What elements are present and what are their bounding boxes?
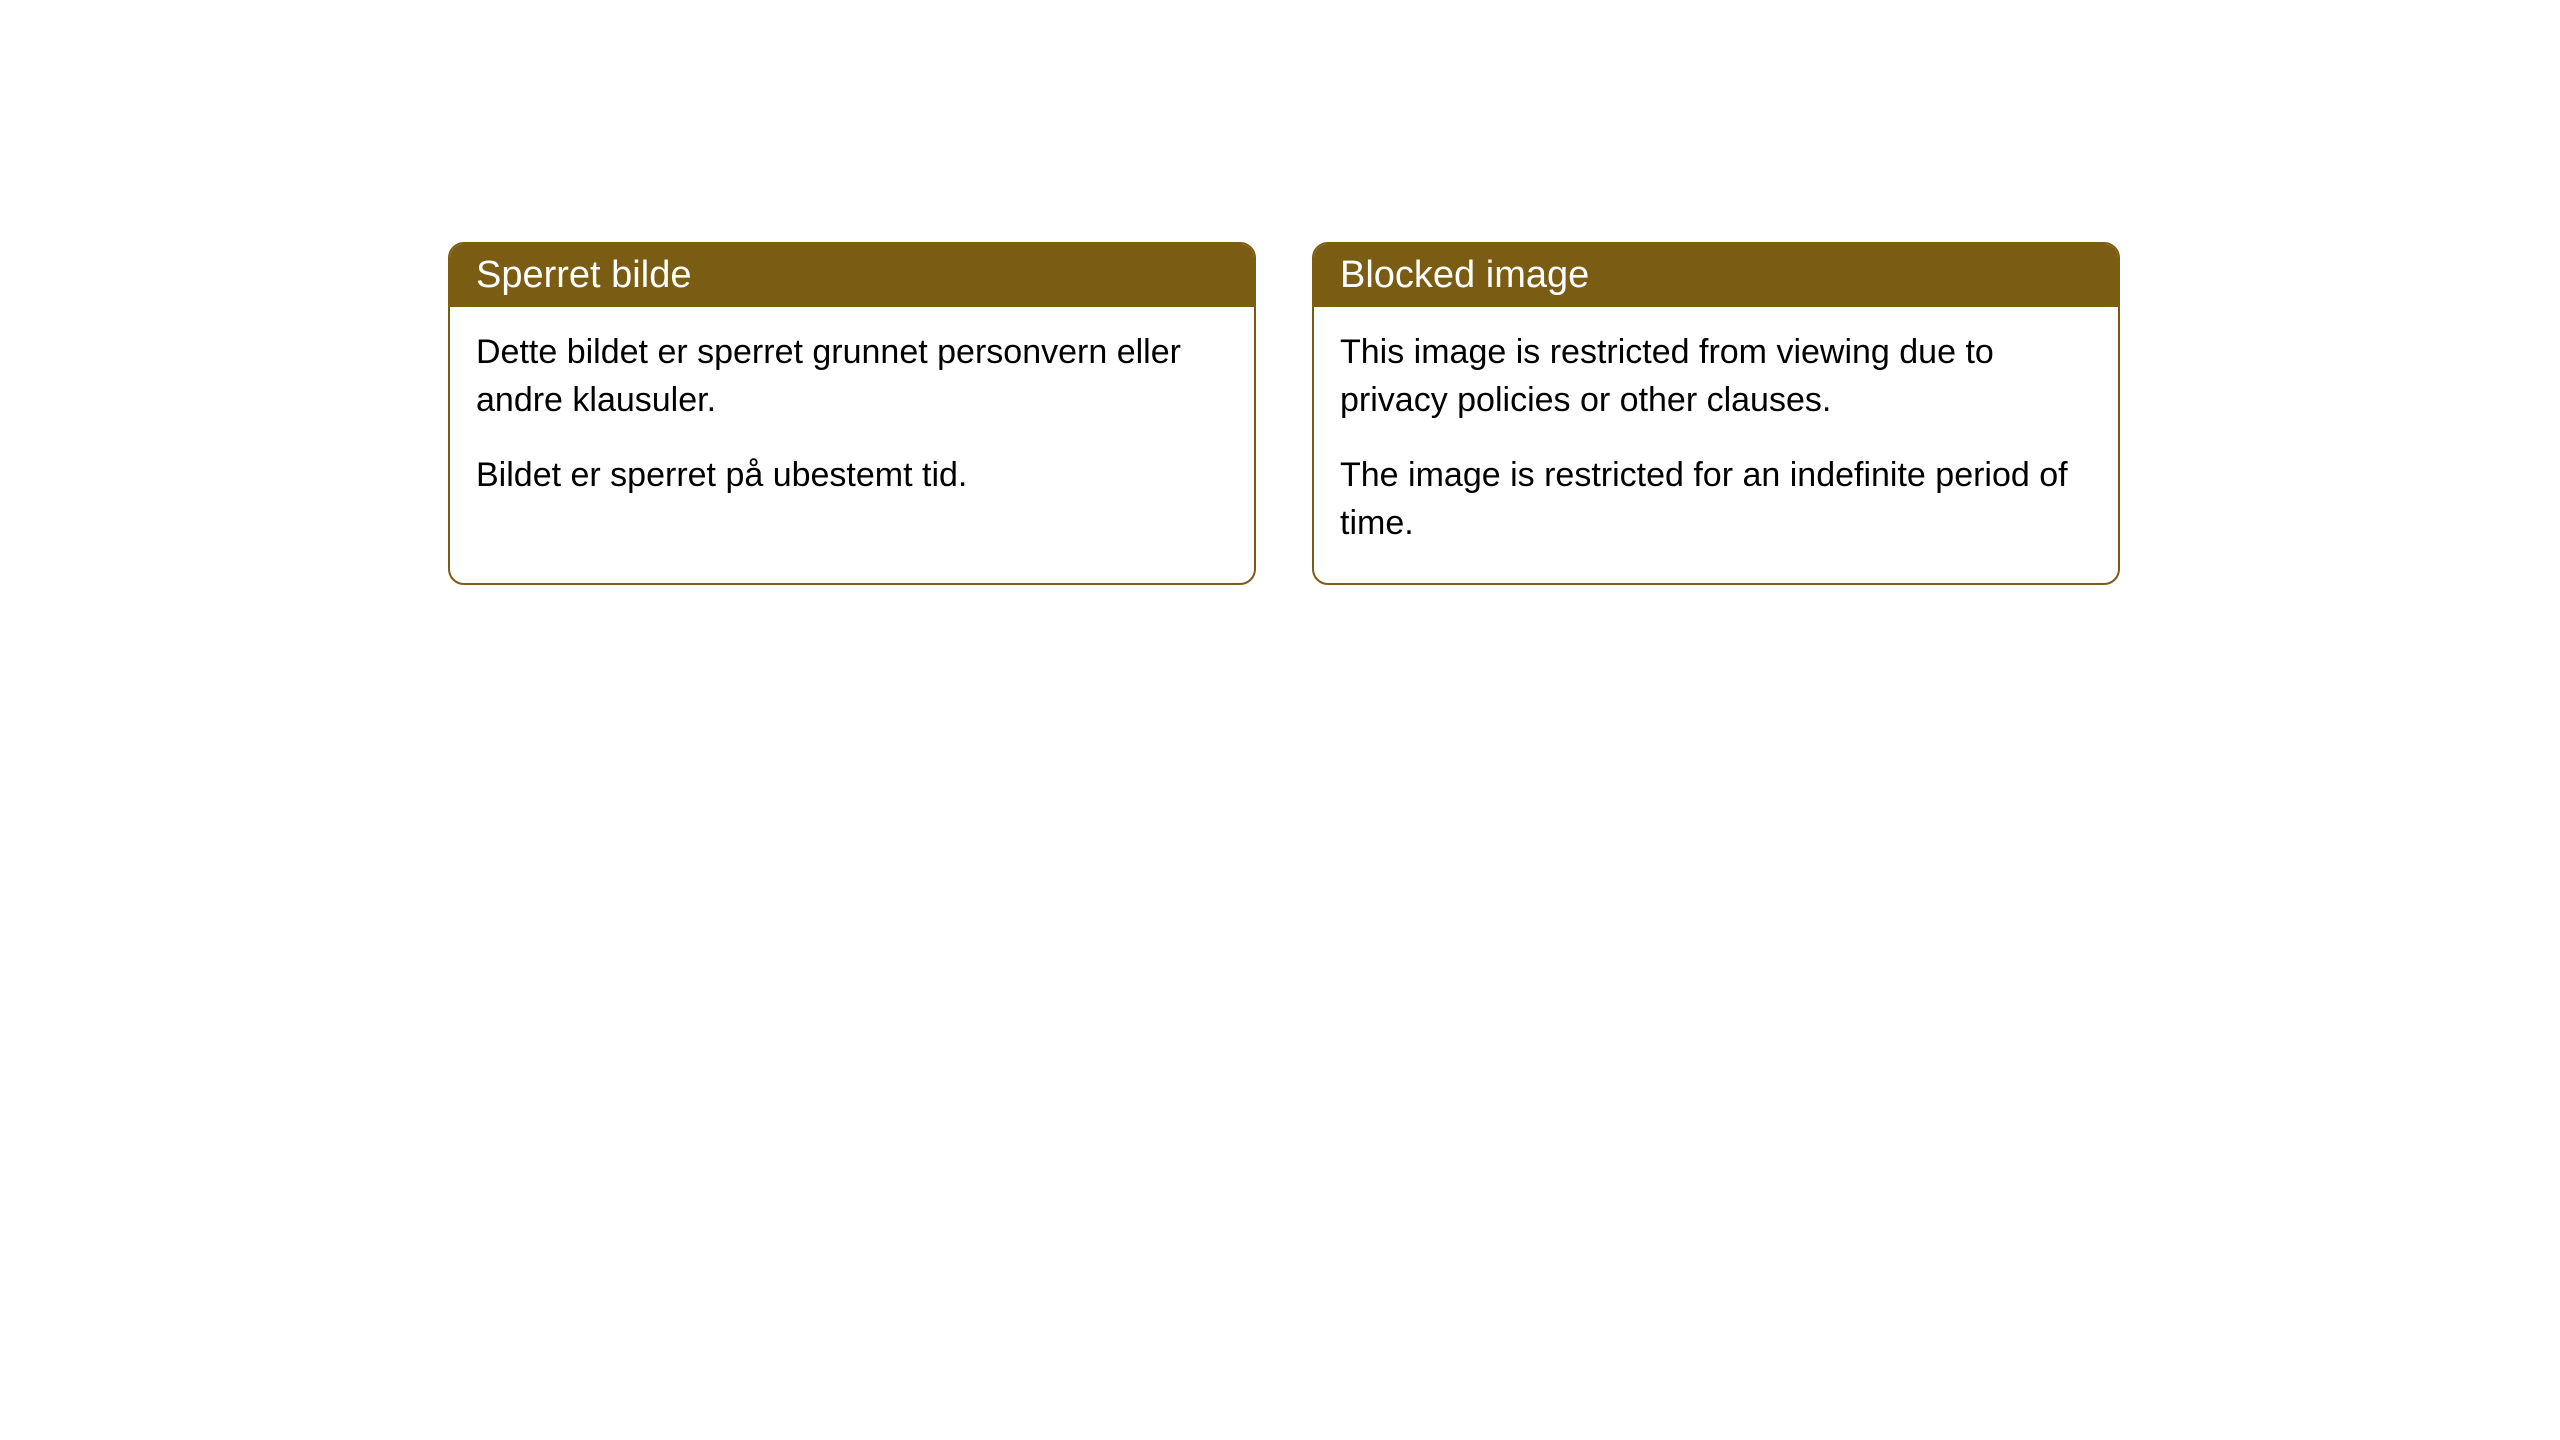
notice-paragraph: Dette bildet er sperret grunnet personve… <box>476 329 1228 424</box>
notice-paragraph: This image is restricted from viewing du… <box>1340 329 2092 424</box>
notice-card-norwegian: Sperret bilde Dette bildet er sperret gr… <box>448 242 1256 585</box>
notice-title: Sperret bilde <box>450 244 1254 307</box>
notice-title: Blocked image <box>1314 244 2118 307</box>
notice-card-english: Blocked image This image is restricted f… <box>1312 242 2120 585</box>
notice-body: This image is restricted from viewing du… <box>1314 307 2118 583</box>
notice-paragraph: Bildet er sperret på ubestemt tid. <box>476 452 1228 500</box>
notice-body: Dette bildet er sperret grunnet personve… <box>450 307 1254 536</box>
notice-paragraph: The image is restricted for an indefinit… <box>1340 452 2092 547</box>
notice-container: Sperret bilde Dette bildet er sperret gr… <box>0 0 2560 585</box>
